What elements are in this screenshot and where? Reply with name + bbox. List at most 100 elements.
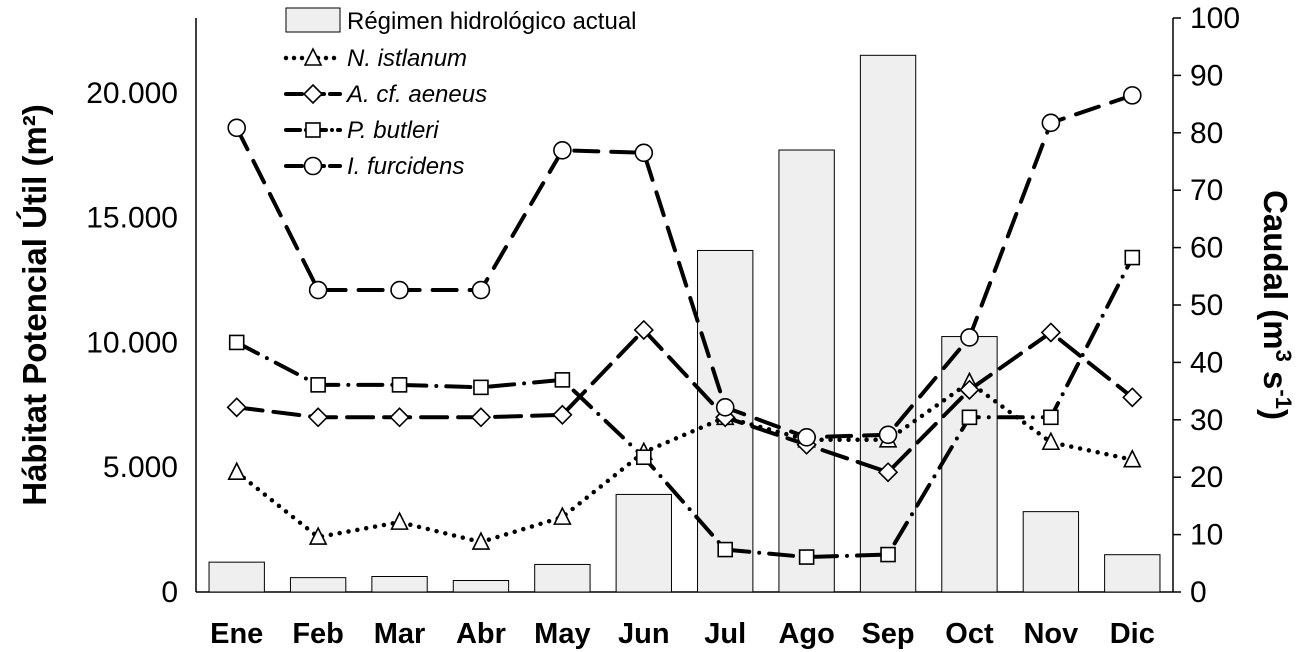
marker-n-istlanum-may	[553, 506, 572, 525]
marker-a-cf-aeneus-may	[552, 404, 573, 425]
right-axis-title-sup2: -1	[1271, 389, 1296, 409]
marker-p-butleri-feb	[310, 377, 326, 393]
marker-a-cf-aeneus-oct	[959, 379, 980, 400]
marker-p-butleri-may	[554, 372, 571, 388]
category-label-feb: Feb	[292, 618, 344, 650]
legend-marker-p-butleri	[305, 122, 321, 138]
marker-p-butleri-abr	[473, 379, 489, 396]
right-tick-label: 90	[1190, 59, 1223, 92]
marker-i-furcidens-jul	[715, 398, 735, 417]
right-tick-label: 60	[1190, 232, 1223, 265]
marker-p-butleri-ago	[798, 549, 815, 565]
category-label-oct: Oct	[945, 618, 994, 650]
marker-i-furcidens-may	[553, 140, 572, 160]
legend-swatch-bars	[285, 7, 341, 33]
left-tick-label: 15.000	[86, 202, 178, 235]
marker-i-furcidens-ago	[797, 427, 816, 447]
category-label-mar: Mar	[374, 618, 426, 650]
flow-bar-ago	[778, 149, 835, 593]
category-label-may: May	[534, 618, 590, 650]
right-ticks: 0 10 20 30 40 50 60 70 80 90 100	[1173, 2, 1240, 609]
flow-bar-may	[534, 563, 591, 593]
series-line-i-furcidens	[234, 93, 1135, 440]
legend-label-p-butleri: P. butleri	[347, 117, 439, 144]
right-axis-title-end: )	[1257, 409, 1294, 420]
right-tick-label: 80	[1190, 117, 1223, 150]
left-tick-label: 20.000	[86, 77, 178, 110]
category-label-jul: Jul	[704, 618, 746, 650]
category-label-ene: Ene	[210, 618, 263, 650]
right-axis-title-sup1: 3	[1271, 350, 1296, 362]
marker-i-furcidens-jun	[634, 143, 654, 163]
marker-a-cf-aeneus-ene	[226, 397, 247, 418]
marker-a-cf-aeneus-sep	[877, 462, 899, 483]
flow-bar-abr	[452, 580, 510, 593]
markers-group	[226, 86, 1143, 565]
marker-i-furcidens-oct	[960, 328, 979, 347]
right-tick-label: 70	[1190, 174, 1223, 207]
right-tick-label: 100	[1190, 2, 1240, 35]
series-line-n-istlanum	[234, 379, 1135, 545]
marker-p-butleri-sep	[880, 546, 896, 563]
category-label-jun: Jun	[618, 618, 670, 650]
category-label-dic: Dic	[1110, 618, 1155, 650]
flow-bar-nov	[1022, 511, 1080, 593]
marker-p-butleri-dic	[1124, 249, 1141, 266]
right-tick-label: 0	[1190, 576, 1207, 609]
marker-p-butleri-oct	[961, 409, 978, 426]
right-tick-label: 40	[1190, 346, 1223, 379]
flow-bar-sep	[859, 54, 917, 593]
marker-a-cf-aeneus-abr	[470, 407, 492, 428]
marker-i-furcidens-mar	[390, 280, 409, 300]
category-label-ago: Ago	[778, 618, 834, 650]
left-axis-title: Hábitat Potencial Útil (m²)	[16, 104, 53, 506]
marker-n-istlanum-mar	[390, 511, 409, 530]
legend-label-i-furcidens: I. furcidens	[347, 153, 464, 180]
marker-n-istlanum-nov	[1041, 431, 1061, 451]
legend-label-a-cf-aeneus: A. cf. aeneus	[345, 81, 487, 108]
legend-label-bars: Régimen hidrológico actual	[347, 8, 637, 35]
marker-n-istlanum-ene	[227, 461, 247, 481]
marker-i-furcidens-feb	[308, 280, 328, 300]
category-label-nov: Nov	[1023, 618, 1078, 650]
marker-n-istlanum-abr	[471, 531, 491, 550]
flow-bar-mar	[371, 576, 428, 593]
right-axis-title-mid: s	[1257, 362, 1294, 390]
right-axis-title-main: Caudal (m	[1257, 190, 1294, 350]
marker-n-istlanum-feb	[308, 526, 328, 545]
left-tick-label: 0	[161, 576, 178, 609]
marker-i-furcidens-dic	[1122, 86, 1142, 105]
marker-a-cf-aeneus-nov	[1040, 322, 1062, 343]
category-label-sep: Sep	[861, 618, 914, 650]
right-tick-label: 50	[1190, 289, 1223, 322]
marker-a-cf-aeneus-feb	[307, 407, 329, 428]
series-line-a-cf-aeneus	[234, 327, 1135, 475]
right-tick-label: 30	[1190, 404, 1223, 437]
legend-marker-n-istlanum	[303, 47, 323, 66]
marker-a-cf-aeneus-jun	[633, 319, 654, 341]
marker-i-furcidens-nov	[1041, 113, 1061, 133]
marker-a-cf-aeneus-dic	[1122, 387, 1143, 408]
flow-bar-ene	[208, 561, 265, 593]
marker-i-furcidens-sep	[878, 425, 898, 445]
marker-p-butleri-nov	[1043, 409, 1059, 426]
legend-marker-a-cf-aeneus	[302, 83, 324, 105]
marker-p-butleri-jul	[717, 541, 734, 558]
flow-bar-feb	[289, 577, 347, 593]
lines-group	[234, 93, 1135, 560]
left-tick-label: 5.000	[103, 451, 178, 484]
legend: Régimen hidrológico actual N. istlanum A. …	[283, 7, 637, 180]
category-label-abr: Abr	[456, 618, 506, 650]
left-ticks: 0 5.000 10.000 15.000 20.000	[86, 77, 178, 609]
series-line-p-butleri	[234, 255, 1135, 560]
marker-a-cf-aeneus-mar	[389, 407, 410, 428]
right-tick-label: 10	[1190, 519, 1223, 552]
flow-bar-jun	[615, 493, 672, 593]
right-axis-title: Caudal (m3 s-1)	[1257, 190, 1296, 420]
marker-n-istlanum-dic	[1122, 448, 1142, 468]
marker-p-butleri-mar	[391, 377, 408, 393]
marker-p-butleri-ene	[228, 334, 245, 351]
marker-i-furcidens-ene	[227, 118, 247, 138]
legend-label-n-istlanum: N. istlanum	[347, 45, 467, 72]
